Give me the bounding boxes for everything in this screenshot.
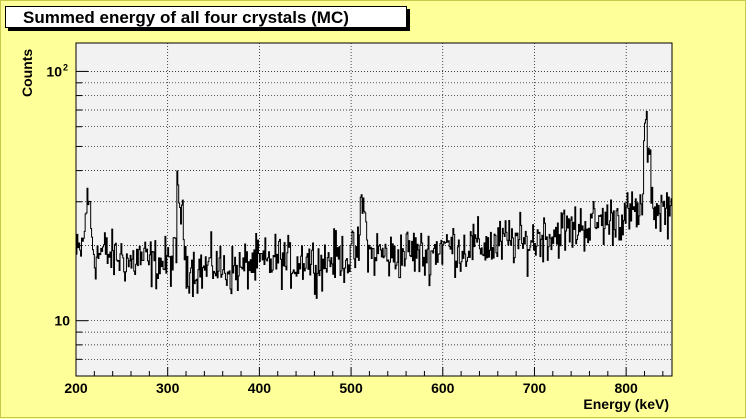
y-tick-label: 10	[46, 63, 62, 79]
x-axis-title: Energy (keV)	[583, 396, 669, 412]
x-tick-label: 600	[431, 380, 455, 396]
minor-ticks	[76, 82, 664, 377]
y-tick-label: 10	[54, 313, 70, 329]
chart-title: Summed energy of all four crystals (MC)	[5, 6, 407, 28]
series-0-line	[76, 111, 672, 299]
x-tick-label: 300	[156, 380, 180, 396]
axis-ticks	[75, 70, 627, 376]
y-axis-title: Counts	[19, 49, 35, 97]
x-tick-label: 400	[248, 380, 272, 396]
plot-area	[75, 42, 673, 377]
grid-lines	[75, 43, 672, 377]
y-tick-exponent: 2	[63, 62, 68, 72]
x-tick-label: 700	[523, 380, 547, 396]
x-tick-label: 500	[339, 380, 363, 396]
x-tick-label: 200	[64, 380, 88, 396]
x-tick-label: 800	[614, 380, 638, 396]
